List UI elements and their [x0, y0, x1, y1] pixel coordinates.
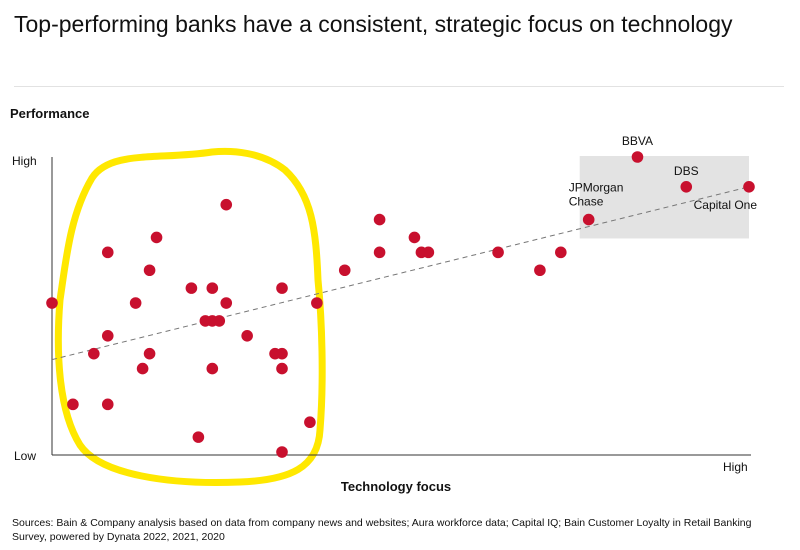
data-point: [143, 347, 156, 360]
data-point: [101, 246, 114, 259]
point-label-dbs: DBS: [674, 164, 699, 178]
data-point: [631, 151, 644, 163]
data-point: [276, 347, 288, 360]
data-point: [338, 264, 351, 277]
data-point: [185, 282, 198, 294]
data-point: [129, 297, 142, 309]
scatter-chart: Performance Technology focus High Low Hi…: [10, 106, 758, 494]
x-axis-title: Technology focus: [341, 479, 451, 494]
data-point: [206, 362, 219, 375]
x-tick-high: High: [723, 460, 748, 474]
annotation-circle: [54, 147, 326, 486]
data-point: [582, 213, 595, 226]
data-point: [555, 246, 567, 259]
data-point: [220, 297, 233, 309]
data-point: [743, 181, 755, 193]
point-label-bbva: BBVA: [622, 134, 653, 148]
data-point: [213, 315, 226, 327]
data-point: [408, 231, 421, 244]
data-point: [304, 416, 316, 429]
trendline-group: [51, 186, 750, 361]
trendline: [51, 186, 750, 361]
top-performers-highlight: [579, 156, 749, 239]
data-point: [143, 264, 156, 277]
data-point: [276, 362, 288, 375]
point-label-jpmorgan-chase: JPMorgan Chase: [569, 181, 624, 209]
point-label-capital-one: Capital One: [694, 198, 758, 212]
data-point: [276, 446, 288, 458]
point-labels: JPMorgan Chase BBVA DBS Capital One: [569, 134, 758, 212]
chart-title: Top-performing banks have a consistent, …: [14, 11, 733, 37]
data-point: [422, 246, 435, 259]
data-point: [373, 213, 386, 226]
point-label-line: JPMorgan: [569, 181, 624, 195]
y-axis-title: Performance: [10, 106, 89, 121]
highlight-box: [579, 156, 749, 239]
data-point: [101, 398, 114, 411]
data-point: [67, 398, 79, 411]
point-label-line: Chase: [569, 195, 604, 209]
data-points: [46, 151, 755, 458]
y-tick-high: High: [12, 154, 37, 168]
data-point: [150, 231, 163, 244]
data-point: [680, 181, 693, 193]
data-point: [136, 362, 149, 375]
annotation-circle-stroke: [54, 147, 326, 486]
sources-note: Sources: Bain & Company analysis based o…: [12, 517, 752, 543]
data-point: [241, 330, 253, 342]
data-point: [101, 330, 114, 342]
data-point: [492, 246, 504, 259]
data-point: [206, 282, 219, 294]
data-point: [46, 297, 58, 309]
title-divider: [14, 86, 784, 87]
data-point: [373, 246, 386, 259]
data-point: [192, 431, 205, 443]
y-tick-low: Low: [14, 449, 36, 463]
data-point: [534, 264, 546, 277]
data-point: [276, 282, 288, 294]
data-point: [88, 347, 100, 360]
data-point: [311, 297, 323, 309]
data-point: [220, 198, 233, 211]
